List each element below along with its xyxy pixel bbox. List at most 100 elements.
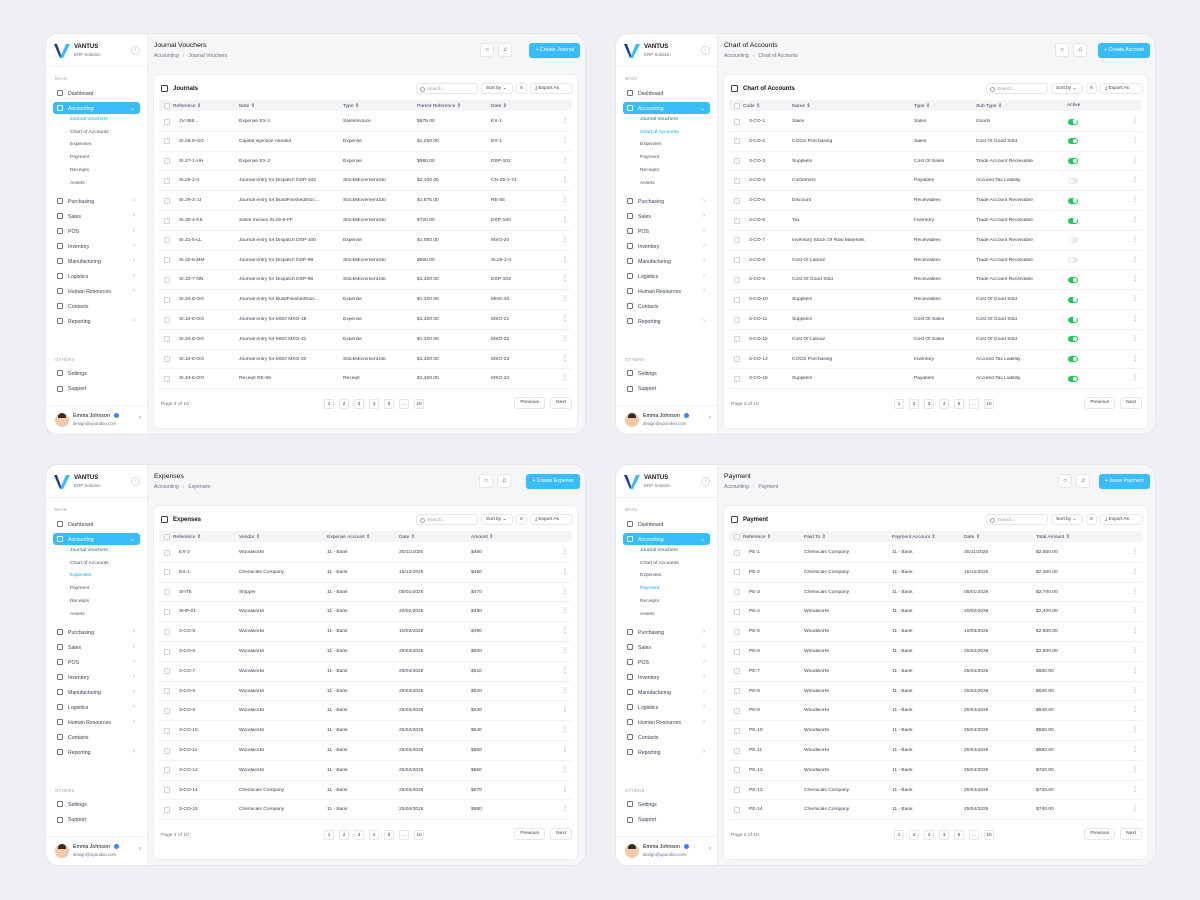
page-button[interactable]: 10 <box>984 830 994 840</box>
more-options-icon[interactable]: ⋮ <box>1132 549 1138 555</box>
search-input[interactable]: Search... <box>416 514 478 525</box>
more-options-icon[interactable]: ⋮ <box>1132 157 1138 164</box>
sidebar-subitem-expenses[interactable]: Expenses <box>640 142 662 148</box>
row-checkbox[interactable] <box>734 569 740 576</box>
table-row[interactable]: 3-CO-11 Woodworks 11 - Bank 25/04/2026 $550 ⋮ <box>159 741 572 761</box>
row-checkbox[interactable] <box>734 707 740 714</box>
table-row[interactable]: SI.34-8-OO Journal entry for MSO MSO-21 Ex… <box>159 330 572 350</box>
table-row[interactable]: 3-CO-10 Suppliers Receivables Cost Of Good … <box>729 290 1142 310</box>
sidebar-subitem-receipts[interactable]: Receipts <box>640 598 660 604</box>
sidebar-item-manufacturing[interactable]: Manufacturing › <box>623 686 710 698</box>
more-options-icon[interactable]: ⋮ <box>562 276 568 283</box>
column-header[interactable]: Type ⇕ <box>343 103 359 109</box>
more-options-icon[interactable]: ⋮ <box>1132 608 1138 615</box>
table-row[interactable]: SHT5 Shipper 11 - Bank 05/01/2026 $470 ⋮ <box>159 583 572 603</box>
more-options-icon[interactable]: ⋮ <box>562 375 568 382</box>
sidebar-item-inventory[interactable]: Inventory › <box>53 240 140 252</box>
row-checkbox[interactable] <box>734 589 740 596</box>
column-header[interactable]: Code ⇕ <box>743 103 760 109</box>
column-header[interactable]: Date ⇕ <box>964 534 980 540</box>
sidebar-item-contacts[interactable]: Contacts <box>53 731 140 743</box>
active-toggle[interactable] <box>1068 237 1078 244</box>
next-button[interactable]: Next <box>550 397 572 409</box>
more-options-icon[interactable]: ⋮ <box>1132 806 1138 813</box>
page-button[interactable]: 2 <box>909 399 919 409</box>
column-header[interactable]: Vendor ⇕ <box>239 534 260 540</box>
export-button[interactable]: ⤓ Export As <box>1100 83 1143 94</box>
more-options-icon[interactable]: ⋮ <box>562 687 568 694</box>
sidebar-subitem-assets[interactable]: Assets <box>70 611 85 617</box>
table-row[interactable]: PE-12 Woodworks 11 - Bank 25/04/2026 $700.00… <box>729 761 1142 781</box>
more-options-icon[interactable]: ⋮ <box>562 766 568 773</box>
column-header[interactable]: Name ⇕ <box>792 103 811 109</box>
sidebar-item-purchasing[interactable]: Purchasing › <box>623 195 710 207</box>
sidebar-item-human-resources[interactable]: Human Resources › <box>623 716 710 728</box>
table-row[interactable]: 3-CO-1 Sales Sales Goods ⋮ <box>729 112 1142 132</box>
page-button[interactable]: 10 <box>414 830 424 840</box>
row-checkbox[interactable] <box>734 237 740 244</box>
row-checkbox[interactable] <box>734 608 740 615</box>
row-checkbox[interactable] <box>164 549 170 556</box>
sidebar-subitem-chart-of-accounts[interactable]: Chart of Accounts <box>640 560 679 566</box>
sidebar-subitem-payment[interactable]: Payment <box>70 155 90 161</box>
more-options-icon[interactable]: ⋮ <box>562 197 568 204</box>
table-row[interactable]: PE-14 Chemicals Company 11 - Bank 25/04/202… <box>729 800 1142 821</box>
table-row[interactable]: PE-6 Woodworks 11 - Bank 25/04/2026 $2,800.0… <box>729 642 1142 662</box>
row-checkbox[interactable] <box>734 257 740 264</box>
column-header[interactable]: Reference ⇕ <box>173 534 201 540</box>
active-toggle[interactable] <box>1068 118 1078 125</box>
active-toggle[interactable] <box>1068 197 1078 204</box>
more-options-icon[interactable]: ⋮ <box>562 628 568 635</box>
sidebar-item-accounting[interactable]: Accounting ⌄ <box>53 533 140 545</box>
search-input[interactable]: Search... <box>416 83 478 94</box>
table-row[interactable]: 3-CO-2 COGS Purchasing Sales Cost Of Good S… <box>729 132 1142 152</box>
row-checkbox[interactable] <box>734 375 740 382</box>
search-input[interactable]: Search... <box>986 514 1048 525</box>
sidebar-item-manufacturing[interactable]: Manufacturing › <box>623 255 710 267</box>
previous-button[interactable]: Previous <box>514 397 545 409</box>
table-row[interactable]: SI.34-8-OO Receipt RE-58 Receipt $1,320.00 M… <box>159 369 572 390</box>
sidebar-item-reporting[interactable]: Reporting › <box>53 315 140 327</box>
table-row[interactable]: PE-7 Woodworks 11 - Bank 25/04/2026 $600.00 ⋮ <box>729 662 1142 682</box>
active-toggle[interactable] <box>1068 296 1078 303</box>
more-options-icon[interactable]: ⋮ <box>1132 707 1138 714</box>
sidebar-item-purchasing[interactable]: Purchasing › <box>53 626 140 638</box>
sidebar-subitem-chart-of-accounts[interactable]: Chart of Accounts <box>70 129 109 135</box>
active-toggle[interactable] <box>1068 138 1078 145</box>
sidebar-item-inventory[interactable]: Inventory › <box>623 671 710 683</box>
more-options-icon[interactable]: ⋮ <box>1132 588 1138 595</box>
row-checkbox[interactable] <box>164 668 170 675</box>
more-options-icon[interactable]: ⋮ <box>1132 727 1138 734</box>
row-checkbox[interactable] <box>164 569 170 576</box>
sidebar-item-sales[interactable]: Sales › <box>53 641 140 653</box>
table-row[interactable]: EX-1 Chemicals Company 11 - Bank 15/12/2025… <box>159 563 572 583</box>
more-options-icon[interactable]: ⋮ <box>562 118 568 124</box>
table-row[interactable]: 3-CO-15 Suppliers Payables Accured Tax Liab… <box>729 369 1142 390</box>
breadcrumb-root[interactable]: Accounting <box>724 484 749 490</box>
column-header[interactable]: Active <box>1067 103 1080 108</box>
sidebar-item-reporting[interactable]: Reporting › <box>53 746 140 758</box>
more-options-icon[interactable]: ⋮ <box>1132 118 1138 124</box>
table-row[interactable]: 3-CO-9 Cost Of Good Sold Receivables Trade … <box>729 270 1142 291</box>
table-row[interactable]: 3-CO-4 Customers Payables Accured Tax Liabi… <box>729 171 1142 192</box>
sidebar-item-logistics[interactable]: Logistics › <box>623 270 710 282</box>
notifications-button[interactable]: ♫ <box>1073 43 1087 57</box>
more-options-icon[interactable]: ⋮ <box>1132 375 1138 382</box>
table-row[interactable]: SI.26-9-GG Capital injection needed Expens… <box>159 132 572 152</box>
row-checkbox[interactable] <box>164 118 170 125</box>
row-checkbox[interactable] <box>164 767 170 774</box>
table-row[interactable]: PE-13 Chemicals Company 11 - Bank 25/04/202… <box>729 781 1142 801</box>
sidebar-item-settings[interactable]: Settings <box>53 798 140 810</box>
sidebar-item-support[interactable]: Support <box>53 383 140 395</box>
page-button[interactable]: 5 <box>384 399 394 409</box>
table-row[interactable]: SI.33-7-NN Journal entry for Dispatch DSP… <box>159 270 572 291</box>
active-toggle[interactable] <box>1068 356 1078 363</box>
row-checkbox[interactable] <box>734 806 740 813</box>
row-checkbox[interactable] <box>734 177 740 184</box>
sidebar-subitem-payment[interactable]: Payment <box>70 586 90 592</box>
page-button[interactable]: 1 <box>894 830 904 840</box>
sort-by-dropdown[interactable]: Sort by ⌄ <box>1051 83 1083 94</box>
more-options-icon[interactable]: ⋮ <box>562 296 568 303</box>
row-checkbox[interactable] <box>164 356 170 363</box>
column-header[interactable]: Amount ⇕ <box>471 534 493 540</box>
